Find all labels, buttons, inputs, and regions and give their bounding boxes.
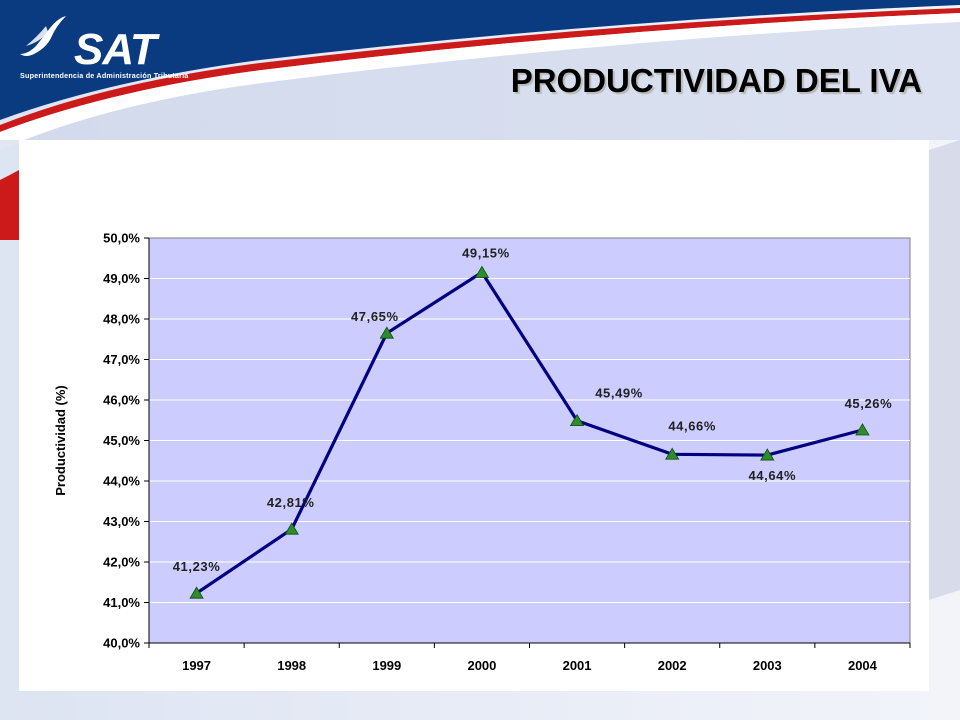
- sat-logo: SAT Superintendencia de Administración T…: [14, 14, 236, 84]
- data-label: 44,64%: [748, 468, 796, 483]
- header-blue-band: [0, 0, 960, 120]
- y-tick-label: 44,0%: [103, 474, 140, 489]
- page-title: PRODUCTIVIDAD DEL IVA: [510, 62, 922, 99]
- line-chart: 40,0% 41,0% 42,0% 43,0% 44,0% 45,0% 46,0% 47,0%…: [53, 231, 911, 673]
- bird-emblem-icon: [20, 16, 66, 56]
- data-point: [664, 447, 680, 460]
- data-point: [379, 326, 395, 339]
- x-tick-label: 2002: [658, 658, 687, 673]
- y-tick-label: 49,0%: [103, 271, 140, 286]
- y-tick-label: 48,0%: [103, 312, 140, 327]
- y-tick-label: 40,0%: [103, 636, 140, 651]
- y-tick-label: 50,0%: [103, 231, 140, 246]
- data-label: 42,81%: [267, 495, 315, 510]
- y-tick-label: 45,0%: [103, 433, 140, 448]
- y-tick-label: 47,0%: [103, 352, 140, 367]
- data-label: 45,49%: [595, 386, 643, 401]
- data-point: [760, 448, 775, 461]
- chart-panel: 40,0% 41,0% 42,0% 43,0% 44,0% 45,0% 46,0% 47,0%…: [19, 140, 929, 691]
- x-tick-label: 2004: [848, 658, 878, 673]
- y-tick-label: 41,0%: [103, 595, 140, 610]
- series-line: [195, 270, 863, 595]
- data-point: [569, 413, 585, 427]
- data-label: 47,65%: [351, 309, 399, 324]
- data-label: 49,15%: [462, 245, 510, 260]
- y-axis-label: Productividad (%): [53, 385, 68, 496]
- data-point: [474, 265, 490, 278]
- y-tick-label: 43,0%: [103, 514, 140, 529]
- y-tick-label: 46,0%: [103, 393, 140, 408]
- x-tick-label: 1998: [277, 658, 306, 673]
- x-tick-label: 1999: [372, 658, 401, 673]
- data-label: 44,66%: [668, 418, 716, 433]
- x-tick-label: 2000: [467, 658, 496, 673]
- data-label: 45,26%: [845, 396, 893, 411]
- logo-subtitle: Superintendencia de Administración Tribu…: [20, 71, 189, 80]
- x-tick-label: 1997: [182, 658, 211, 673]
- data-label: 41,23%: [173, 559, 221, 574]
- data-point: [284, 522, 299, 535]
- data-point: [189, 586, 204, 599]
- logo-wordmark: SAT: [74, 25, 157, 74]
- y-tick-label: 42,0%: [103, 555, 140, 570]
- data-point: [855, 423, 870, 436]
- x-tick-label: 2003: [753, 658, 782, 673]
- x-tick-label: 2001: [563, 658, 592, 673]
